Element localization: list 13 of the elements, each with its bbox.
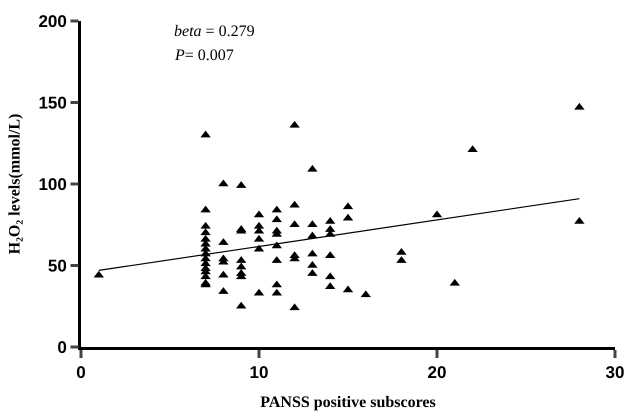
y-tick-label: 50 bbox=[48, 256, 67, 276]
x-axis-title: PANSS positive subscores bbox=[260, 394, 436, 411]
x-tick-label: 20 bbox=[428, 363, 446, 382]
annotation: P= 0.007 bbox=[174, 47, 234, 64]
y-tick-label: 200 bbox=[38, 12, 67, 31]
y-axis-title: H₂O₂ levels(mmol/L) bbox=[6, 114, 24, 254]
x-tick-label: 30 bbox=[606, 363, 624, 382]
x-tick-label: 10 bbox=[250, 363, 268, 382]
y-tick-label: 100 bbox=[38, 174, 67, 194]
y-tick-label: 0 bbox=[57, 338, 67, 357]
y-tick-label: 150 bbox=[38, 93, 67, 112]
annotation: beta = 0.279 bbox=[174, 23, 255, 40]
x-tick-label: 0 bbox=[76, 363, 86, 382]
